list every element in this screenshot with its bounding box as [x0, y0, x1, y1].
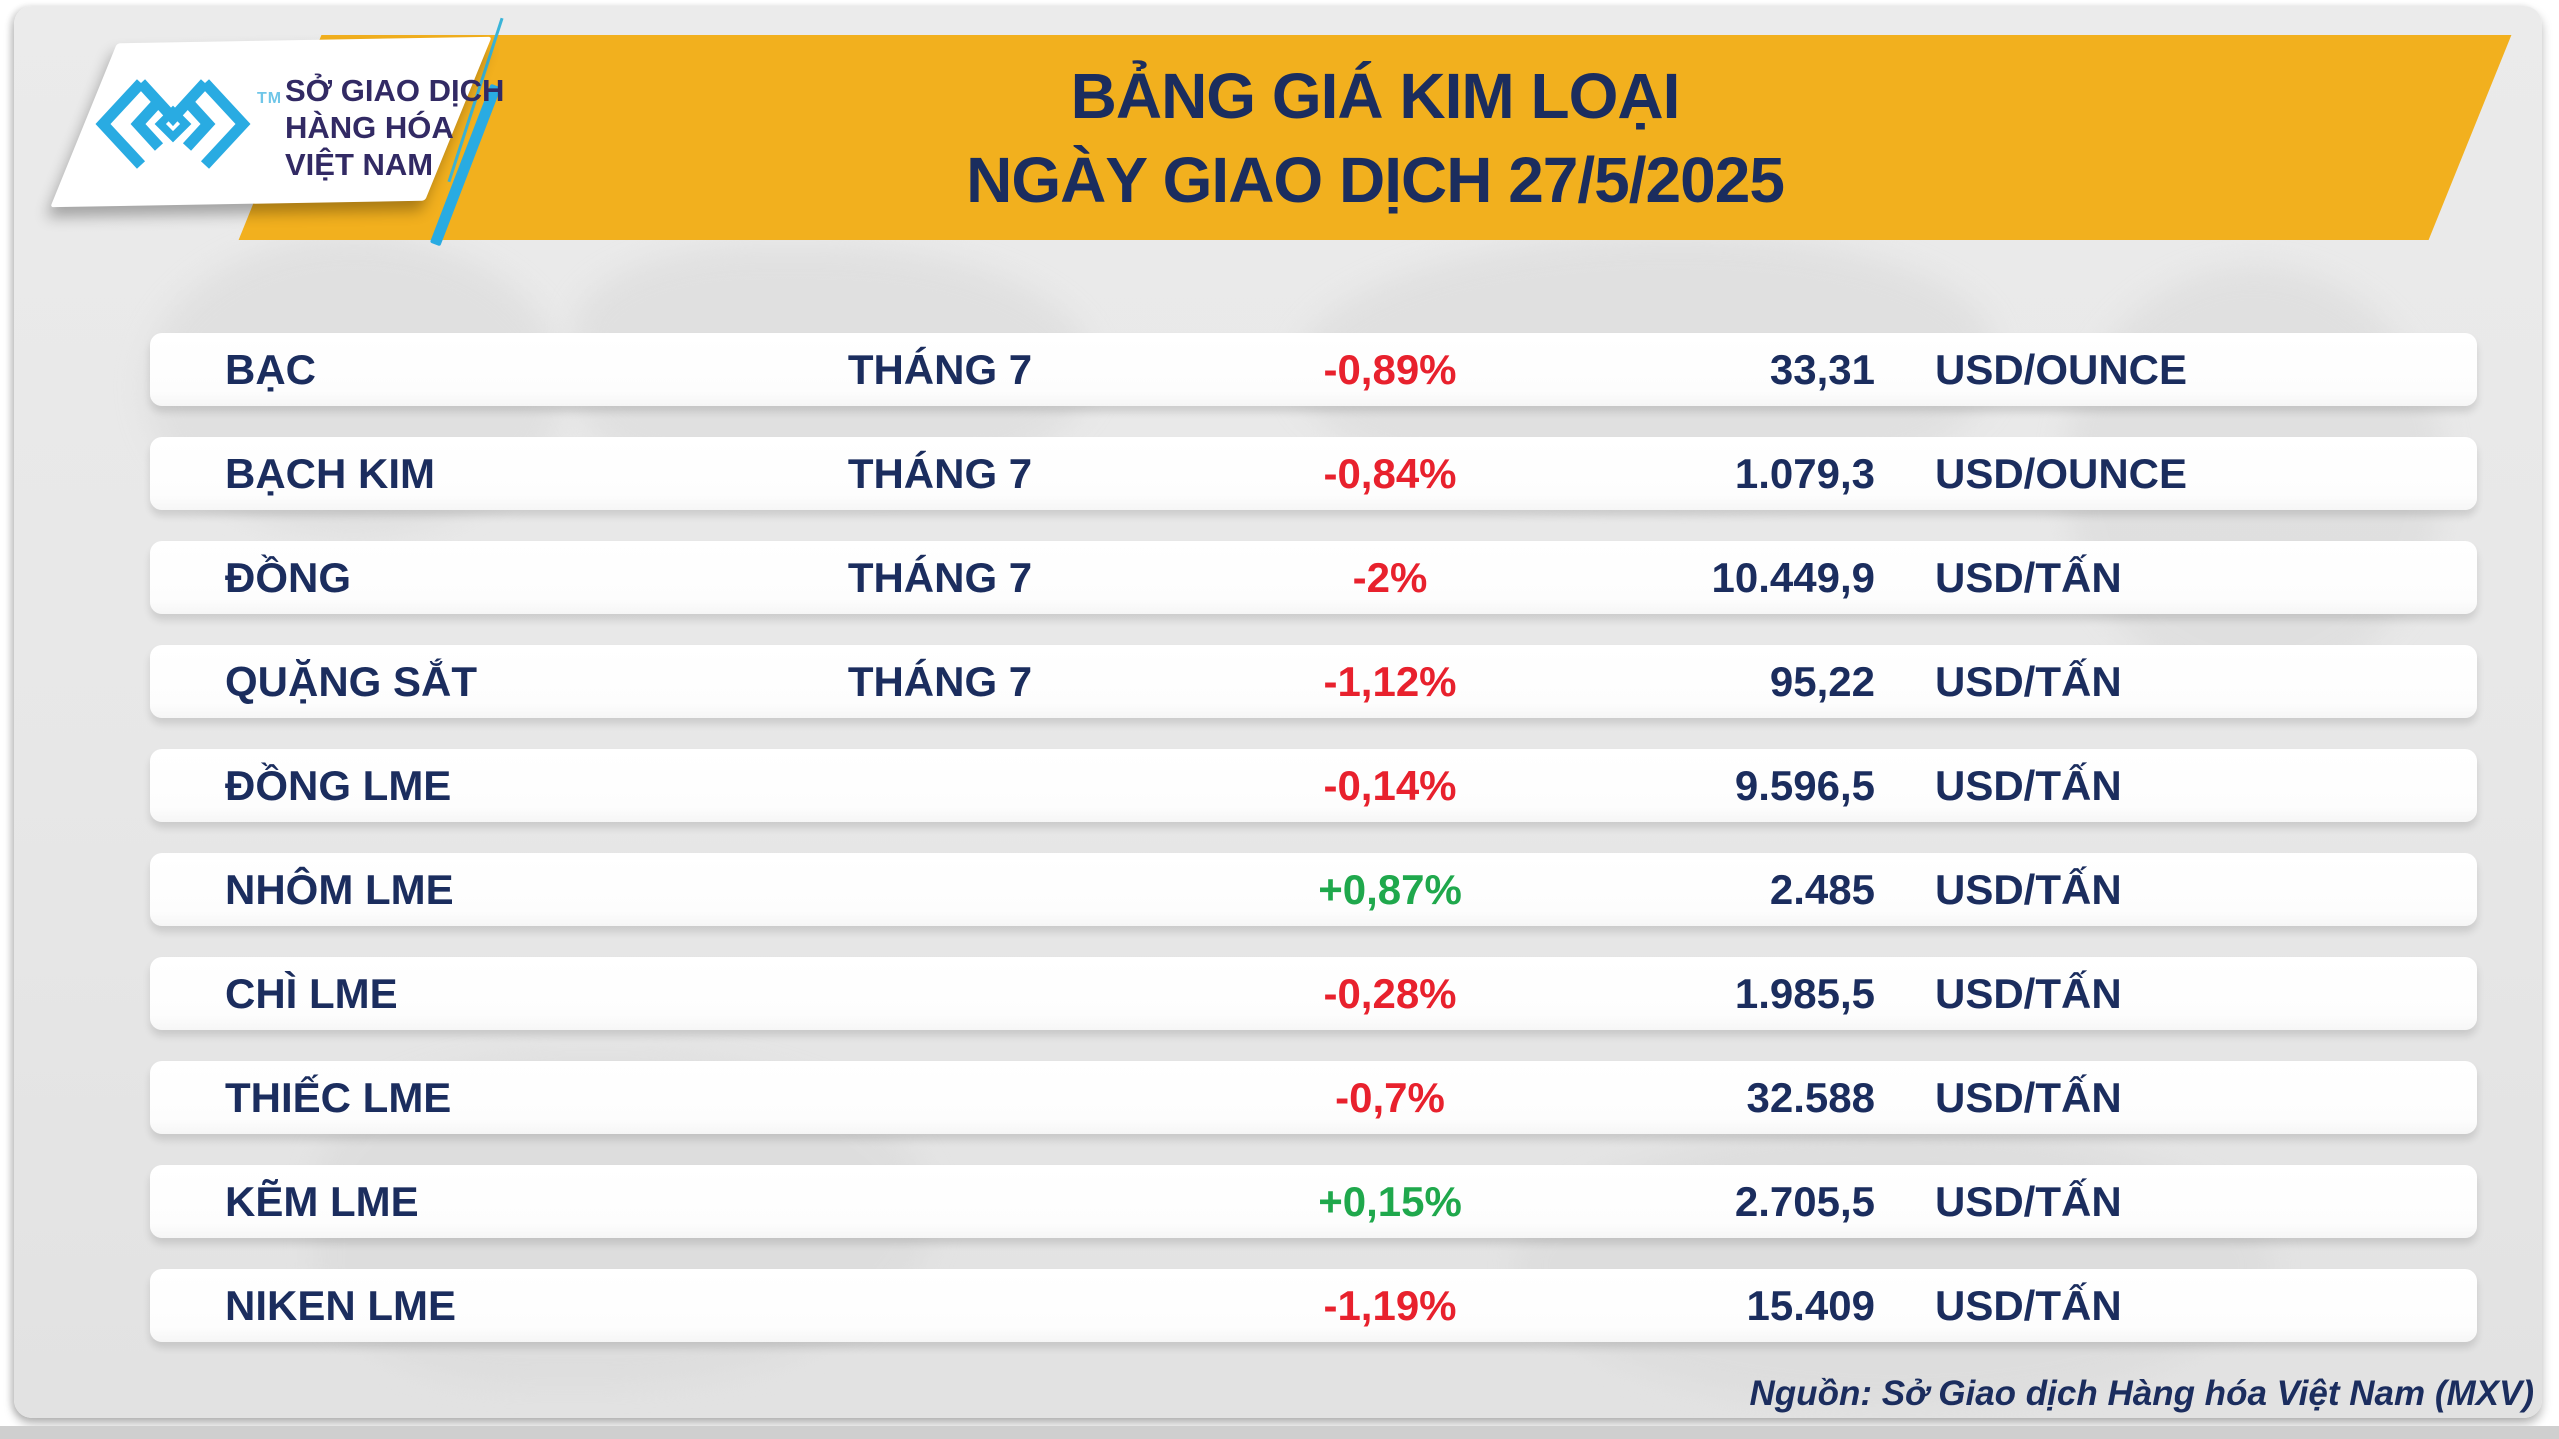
- price-unit: USD/TẤN: [1935, 657, 2122, 705]
- change-percent: -2%: [1352, 553, 1428, 601]
- org-name: SỞ GIAO DỊCH HÀNG HÓA VIỆT NAM: [285, 72, 504, 183]
- commodity-name: NIKEN LME: [225, 1281, 456, 1329]
- price-value: 95,22: [1769, 657, 1875, 705]
- page-bottom-bar: [0, 1426, 2559, 1439]
- change-percent: -0,14%: [1323, 761, 1457, 809]
- table-row: CHÌ LME -0,28% 1.985,5 USD/TẤN: [150, 957, 2477, 1030]
- price-unit: USD/TẤN: [1935, 969, 2122, 1017]
- mxv-logo-plate: TM SỞ GIAO DỊCH HÀNG HÓA VIỆT NAM: [85, 40, 504, 204]
- change-percent: -1,12%: [1323, 657, 1457, 705]
- price-value: 1.985,5: [1734, 969, 1875, 1017]
- commodity-name: ĐỒNG LME: [225, 761, 452, 809]
- change-percent: -0,28%: [1323, 969, 1457, 1017]
- source-text: Nguồn: Sở Giao dịch Hàng hóa Việt Nam (M…: [1749, 1374, 2534, 1413]
- contract-month: THÁNG 7: [847, 449, 1033, 497]
- title-banner: BẢNG GIÁ KIM LOẠI NGÀY GIAO DỊCH 27/5/20…: [238, 35, 2512, 240]
- price-unit: USD/OUNCE: [1935, 449, 2188, 497]
- mxv-chevrons-icon: [95, 79, 251, 169]
- table-row: NIKEN LME -1,19% 15.409 USD/TẤN: [150, 1269, 2477, 1342]
- price-unit: USD/TẤN: [1935, 761, 2122, 809]
- table-row: ĐỒNG THÁNG 7 -2% 10.449,9 USD/TẤN: [150, 541, 2477, 614]
- contract-month: THÁNG 7: [847, 553, 1033, 601]
- change-percent: -1,19%: [1323, 1281, 1457, 1329]
- org-name-line1: SỞ GIAO DỊCH: [285, 73, 505, 108]
- table-row: QUẶNG SẮT THÁNG 7 -1,12% 95,22 USD/TẤN: [150, 645, 2477, 718]
- commodity-name: BẠC: [225, 345, 316, 393]
- price-value: 33,31: [1769, 345, 1875, 393]
- price-unit: USD/TẤN: [1935, 1281, 2122, 1329]
- price-value: 2.705,5: [1734, 1177, 1875, 1225]
- contract-month: THÁNG 7: [847, 657, 1033, 705]
- change-percent: -0,84%: [1323, 449, 1457, 497]
- trademark-label: TM: [257, 90, 283, 107]
- price-unit: USD/OUNCE: [1935, 345, 2188, 393]
- change-percent: +0,87%: [1318, 865, 1462, 913]
- contract-month: THÁNG 7: [847, 345, 1033, 393]
- commodity-name: THIẾC LME: [225, 1073, 452, 1121]
- change-percent: +0,15%: [1318, 1177, 1462, 1225]
- page-title-line1: BẢNG GIÁ KIM LOẠI: [1070, 59, 1680, 132]
- price-value: 10.449,9: [1711, 553, 1876, 601]
- price-value: 1.079,3: [1734, 449, 1875, 497]
- change-percent: -0,7%: [1335, 1073, 1445, 1121]
- table-row: KẼM LME +0,15% 2.705,5 USD/TẤN: [150, 1165, 2477, 1238]
- title-banner-inner: BẢNG GIÁ KIM LOẠI NGÀY GIAO DỊCH 27/5/20…: [280, 35, 2470, 240]
- price-value: 32.588: [1746, 1073, 1875, 1121]
- table-row: BẠCH KIM THÁNG 7 -0,84% 1.079,3 USD/OUNCE: [150, 437, 2477, 510]
- table-row: ĐỒNG LME -0,14% 9.596,5 USD/TẤN: [150, 749, 2477, 822]
- table-row: BẠC THÁNG 7 -0,89% 33,31 USD/OUNCE: [150, 333, 2477, 406]
- price-unit: USD/TẤN: [1935, 865, 2122, 913]
- change-percent: -0,89%: [1323, 345, 1457, 393]
- table-row: NHÔM LME +0,87% 2.485 USD/TẤN: [150, 853, 2477, 926]
- commodity-name: NHÔM LME: [225, 865, 454, 913]
- price-table: BẠC THÁNG 7 -0,89% 33,31 USD/OUNCE BẠCH KIM TH…: [150, 333, 2477, 1373]
- price-value: 15.409: [1746, 1281, 1875, 1329]
- commodity-name: CHÌ LME: [225, 969, 398, 1017]
- commodity-name: BẠCH KIM: [225, 449, 435, 497]
- commodity-name: QUẶNG SẮT: [225, 657, 477, 705]
- mxv-logo-content: TM SỞ GIAO DỊCH HÀNG HÓA VIỆT NAM: [85, 40, 504, 204]
- table-row: THIẾC LME -0,7% 32.588 USD/TẤN: [150, 1061, 2477, 1134]
- org-name-line3: VIỆT NAM: [285, 147, 434, 182]
- commodity-name: KẼM LME: [225, 1177, 419, 1225]
- price-value: 9.596,5: [1734, 761, 1875, 809]
- price-unit: USD/TẤN: [1935, 553, 2122, 601]
- price-unit: USD/TẤN: [1935, 1073, 2122, 1121]
- price-unit: USD/TẤN: [1935, 1177, 2122, 1225]
- price-value: 2.485: [1769, 865, 1875, 913]
- org-name-line2: HÀNG HÓA: [285, 110, 454, 145]
- page-title-line2: NGÀY GIAO DỊCH 27/5/2025: [966, 143, 1784, 216]
- commodity-name: ĐỒNG: [225, 553, 351, 601]
